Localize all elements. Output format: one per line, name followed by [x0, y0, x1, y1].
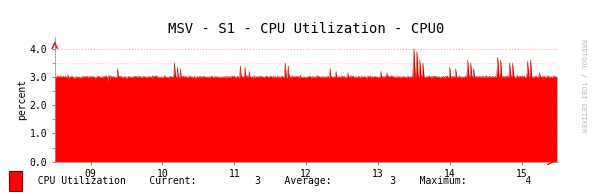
Text: CPU Utilization    Current:          3    Average:          3    Maximum:       : CPU Utilization Current: 3 Average: 3 Ma… — [26, 176, 531, 186]
Text: RRDTOOL / TOBI OETIKER: RRDTOOL / TOBI OETIKER — [580, 39, 586, 133]
FancyBboxPatch shape — [9, 171, 21, 191]
Title: MSV - S1 - CPU Utilization - CPU0: MSV - S1 - CPU Utilization - CPU0 — [168, 22, 444, 36]
Y-axis label: percent: percent — [17, 79, 27, 120]
